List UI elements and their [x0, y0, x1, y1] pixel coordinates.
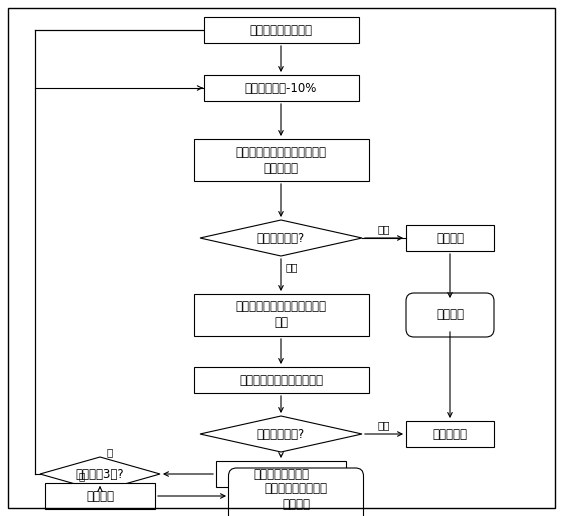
Text: 成功: 成功 — [378, 420, 390, 430]
Text: 是: 是 — [79, 471, 85, 481]
Polygon shape — [200, 416, 362, 452]
Text: 发送是否成功?: 发送是否成功? — [257, 427, 305, 441]
Bar — [203, 17, 359, 43]
Text: 是否超过3回?: 是否超过3回? — [75, 467, 124, 480]
Text: 否: 否 — [107, 447, 113, 457]
Polygon shape — [200, 220, 362, 256]
FancyBboxPatch shape — [406, 293, 494, 337]
Text: 抄表成功: 抄表成功 — [436, 309, 464, 321]
Text: 切换频率再试一回: 切换频率再试一回 — [253, 467, 309, 480]
Text: 切换到同组信道另一频率再次
同路径发送: 切换到同组信道另一频率再次 同路径发送 — [235, 146, 327, 174]
FancyBboxPatch shape — [229, 468, 364, 516]
Text: 更新路由表: 更新路由表 — [432, 427, 467, 441]
Text: 利用新的路径权值进行路由表
重算: 利用新的路径权值进行路由表 重算 — [235, 300, 327, 330]
Text: 发送是否成功?: 发送是否成功? — [257, 232, 305, 245]
Bar — [216, 461, 346, 487]
Text: 将本路径权值-10%: 将本路径权值-10% — [245, 82, 317, 94]
Text: 失败: 失败 — [286, 262, 298, 272]
Bar — [406, 421, 494, 447]
Bar — [194, 294, 369, 336]
Text: 路由表路径抄读失败: 路由表路径抄读失败 — [249, 24, 312, 37]
Text: 补回权值: 补回权值 — [436, 232, 464, 245]
Polygon shape — [40, 457, 160, 491]
Text: 选择最优路径再次进行发送: 选择最优路径再次进行发送 — [239, 374, 323, 386]
Bar — [45, 483, 155, 509]
Bar — [194, 367, 369, 393]
Bar — [194, 139, 369, 181]
Bar — [406, 225, 494, 251]
Text: 成功: 成功 — [378, 224, 390, 234]
Text: 记录失败: 记录失败 — [86, 490, 114, 503]
Bar — [203, 75, 359, 101]
Text: 抄表失败，等待下次
抄表机会: 抄表失败，等待下次 抄表机会 — [265, 481, 328, 510]
